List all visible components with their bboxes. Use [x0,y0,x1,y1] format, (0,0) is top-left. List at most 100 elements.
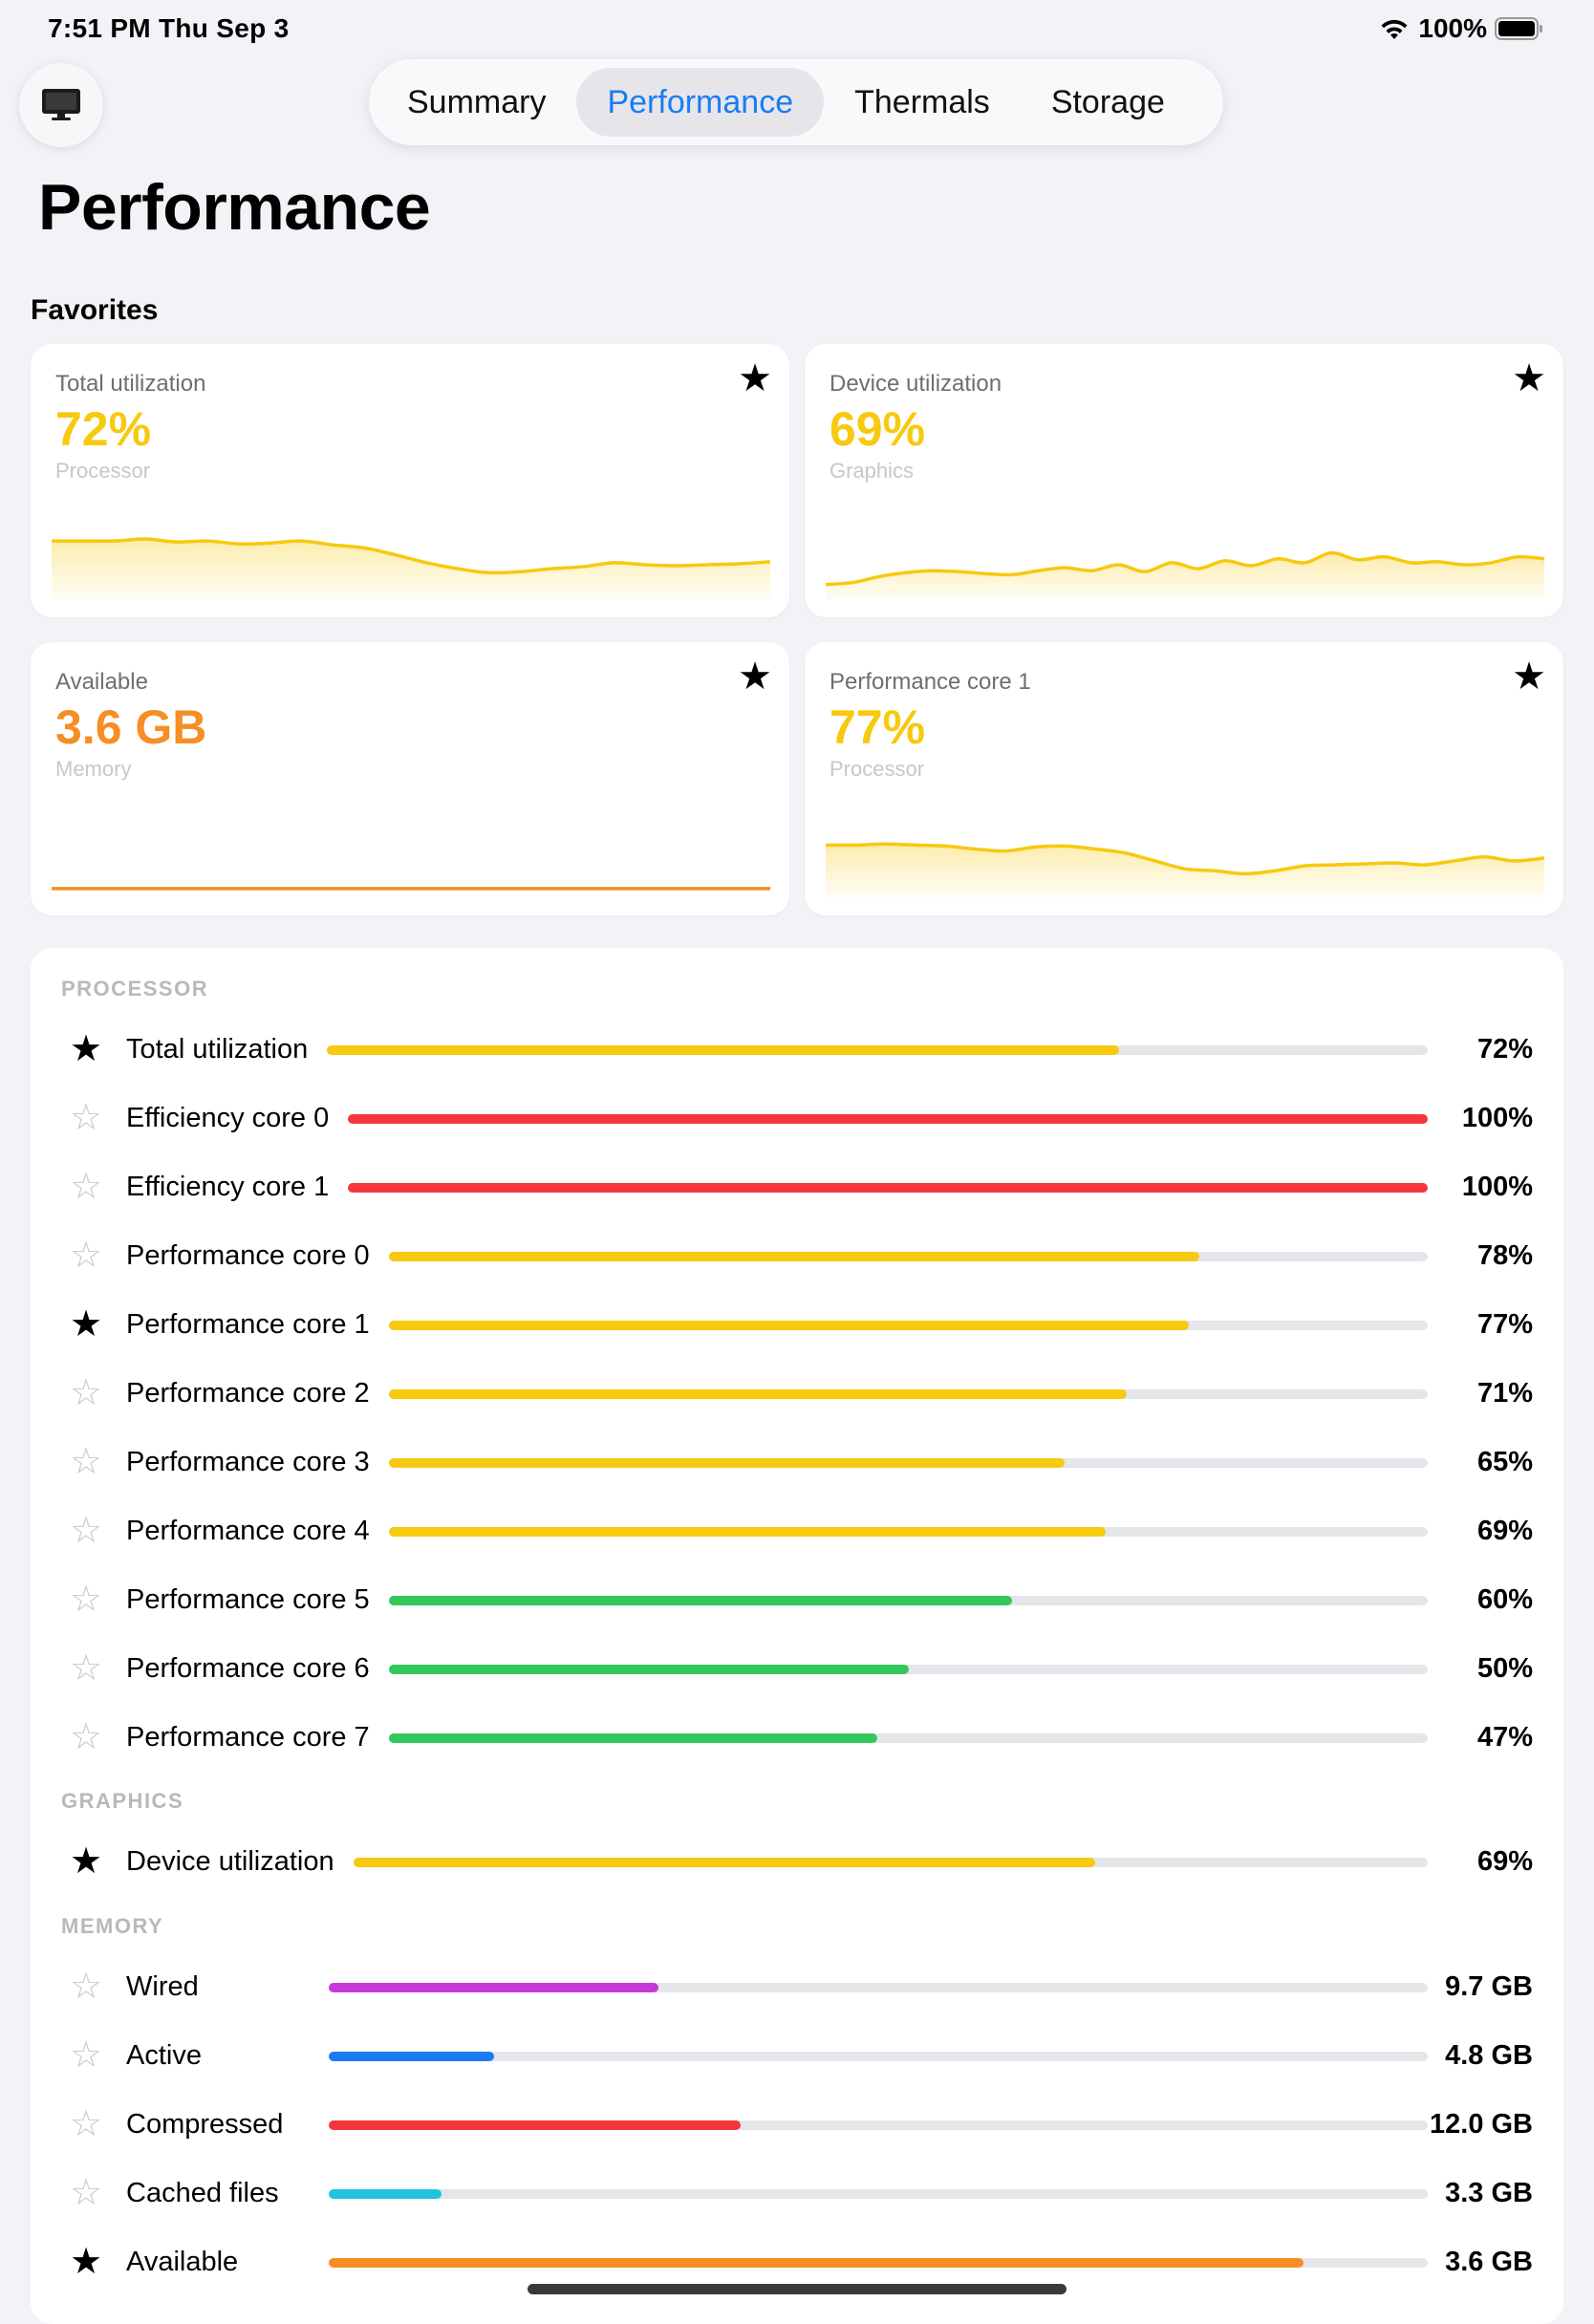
battery-percent: 100% [1418,13,1487,43]
metric-row[interactable]: ★ Available 3.6 GB [31,2233,1563,2291]
usage-bar-fill [389,1733,877,1743]
metric-value: 4.8 GB [1445,2040,1533,2071]
star-outline-icon[interactable]: ☆ [69,1236,103,1276]
metric-row[interactable]: ★ Total utilization 72% [31,1021,1563,1078]
usage-bar-fill [348,1114,1428,1124]
metric-label: Performance core 0 [126,1240,370,1271]
metric-label: Efficiency core 0 [126,1103,330,1133]
usage-bar-fill [354,1858,1095,1867]
metric-row[interactable]: ☆ Performance core 4 69% [31,1502,1563,1560]
usage-bar-fill [389,1389,1127,1399]
status-right: 100% [1378,13,1544,44]
sparkline-area [826,844,1544,898]
metric-row[interactable]: ☆ Performance core 5 60% [31,1571,1563,1628]
tab-performance[interactable]: Performance [576,68,825,137]
status-time: 7:51 PM Thu Sep 3 [48,13,290,43]
favorite-star-icon[interactable]: ★ [1512,656,1546,698]
metric-row[interactable]: ★ Performance core 1 77% [31,1296,1563,1353]
tab-summary[interactable]: Summary [407,84,547,120]
metric-row[interactable]: ☆ Wired 9.7 GB [31,1958,1563,2015]
card-value: 72% [55,402,152,456]
star-filled-icon[interactable]: ★ [69,2242,103,2282]
metric-value: 9.7 GB [1445,1971,1533,2002]
favorite-card-performance-core-1[interactable]: Performance core 1 77% Processor ★ [805,642,1563,915]
usage-bar-track [389,1527,1428,1537]
metric-value: 100% [1461,1103,1533,1133]
metric-value: 12.0 GB [1430,2109,1533,2140]
favorite-star-icon[interactable]: ★ [1512,357,1546,399]
star-filled-icon[interactable]: ★ [69,1841,103,1882]
metric-value: 50% [1476,1653,1533,1684]
favorites-heading: Favorites [31,294,159,326]
usage-bar-track [329,2189,1428,2199]
star-outline-icon[interactable]: ☆ [69,1717,103,1757]
star-outline-icon[interactable]: ☆ [69,1511,103,1551]
metric-value: 3.3 GB [1445,2178,1533,2208]
star-filled-icon[interactable]: ★ [69,1304,103,1345]
star-outline-icon[interactable]: ☆ [69,1442,103,1482]
star-outline-icon[interactable]: ☆ [69,1167,103,1207]
metric-value: 77% [1476,1309,1533,1340]
card-label: Total utilization [55,371,206,397]
metric-value: 72% [1476,1034,1533,1065]
star-outline-icon[interactable]: ☆ [69,2173,103,2213]
metric-row[interactable]: ☆ Performance core 2 71% [31,1365,1563,1422]
home-indicator [528,2284,1066,2294]
metric-value: 60% [1476,1584,1533,1615]
sidebar-toggle-button[interactable] [19,63,103,147]
metric-value: 65% [1476,1447,1533,1477]
star-outline-icon[interactable]: ☆ [69,1373,103,1413]
usage-bar-fill [329,2120,741,2130]
favorite-star-icon[interactable]: ★ [738,656,772,698]
metric-row[interactable]: ☆ Efficiency core 1 100% [31,1158,1563,1216]
usage-bar-fill [389,1458,1065,1468]
star-filled-icon[interactable]: ★ [69,1029,103,1069]
monitor-icon [42,89,80,120]
metric-row[interactable]: ★ Device utilization 69% [31,1833,1563,1890]
metric-row[interactable]: ☆ Performance core 0 78% [31,1227,1563,1284]
usage-bar-track [329,2258,1428,2268]
star-outline-icon[interactable]: ☆ [69,2104,103,2144]
tab-thermals[interactable]: Thermals [854,84,990,120]
sparkline-line [52,537,770,575]
status-bar: 7:51 PM Thu Sep 3 100% [0,0,1594,57]
card-value: 3.6 GB [55,700,207,754]
metric-label: Performance core 5 [126,1584,370,1615]
favorite-card-total-utilization[interactable]: Total utilization 72% Processor ★ [31,344,789,617]
favorite-card-device-utilization[interactable]: Device utilization 69% Graphics ★ [805,344,1563,617]
star-outline-icon[interactable]: ☆ [69,1098,103,1138]
usage-bar-track [329,2120,1428,2130]
sparkline-chart [826,842,1544,898]
metric-label: Available [126,2247,239,2277]
star-outline-icon[interactable]: ☆ [69,1967,103,2007]
card-value: 69% [829,402,926,456]
usage-bar-track [348,1183,1428,1193]
usage-bar-track [389,1665,1428,1674]
usage-bar-fill [389,1596,1012,1605]
metric-row[interactable]: ☆ Efficiency core 0 100% [31,1089,1563,1147]
sparkline-area [826,552,1544,600]
metric-row[interactable]: ☆ Active 4.8 GB [31,2027,1563,2084]
star-outline-icon[interactable]: ☆ [69,2035,103,2076]
usage-bar-track [348,1114,1428,1124]
star-outline-icon[interactable]: ☆ [69,1648,103,1689]
usage-bar-fill [329,2189,442,2199]
usage-bar-fill [389,1321,1189,1330]
metric-row[interactable]: ☆ Performance core 3 65% [31,1433,1563,1491]
metric-row[interactable]: ☆ Performance core 7 47% [31,1709,1563,1766]
usage-bar-track [389,1321,1428,1330]
metric-label: Performance core 2 [126,1378,370,1409]
tab-storage[interactable]: Storage [1050,84,1165,120]
metric-row[interactable]: ☆ Compressed 12.0 GB [31,2096,1563,2153]
metric-value: 69% [1476,1846,1533,1877]
metric-row[interactable]: ☆ Cached files 3.3 GB [31,2164,1563,2222]
usage-bar-fill [348,1183,1428,1193]
metric-label: Compressed [126,2109,284,2140]
card-subtitle: Processor [829,757,925,781]
metric-label: Device utilization [126,1846,334,1877]
metric-row[interactable]: ☆ Performance core 6 50% [31,1640,1563,1697]
favorite-card-available-memory[interactable]: Available 3.6 GB Memory ★ [31,642,789,915]
favorite-star-icon[interactable]: ★ [738,357,772,399]
star-outline-icon[interactable]: ☆ [69,1580,103,1620]
page-title: Performance [38,171,431,244]
